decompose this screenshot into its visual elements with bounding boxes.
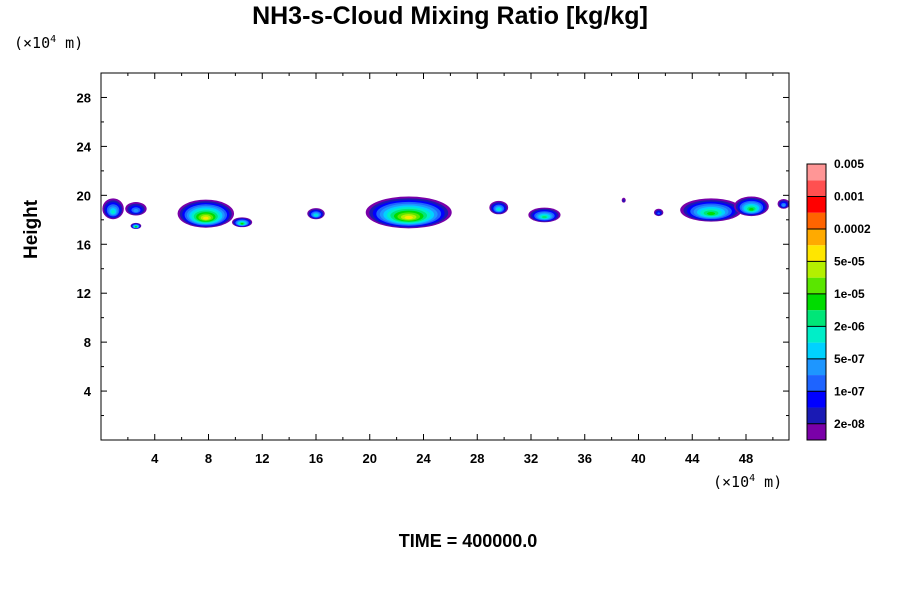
x-tick-label-44: 44 <box>685 451 700 466</box>
colorbar-swatch-10 <box>807 261 826 278</box>
cloud-13-level-1 <box>622 199 625 202</box>
y-tick-label-28: 28 <box>77 90 91 105</box>
x-tick-label-8: 8 <box>205 451 212 466</box>
x-tick-label-40: 40 <box>631 451 645 466</box>
cloud-9-level-3 <box>657 212 660 215</box>
cloud-10 <box>680 198 742 222</box>
colorbar-swatch-15 <box>807 180 826 197</box>
colorbar-swatch-0 <box>807 423 826 440</box>
cloud-11 <box>733 196 769 217</box>
cloud-6 <box>365 196 452 229</box>
cloud-6-level-11 <box>404 215 413 220</box>
cloud-11-level-8 <box>749 208 754 211</box>
x-tick-label-28: 28 <box>470 451 484 466</box>
cloud-2-level-8 <box>135 226 137 228</box>
cloud-9 <box>653 208 664 217</box>
colorbar-label-2: 5e-07 <box>834 352 865 366</box>
colorbar-swatch-11 <box>807 245 826 262</box>
cloud-12 <box>777 199 789 209</box>
colorbar-swatch-8 <box>807 293 826 311</box>
y-unit-exponent: 4 <box>50 34 57 45</box>
colorbar-label-0: 2e-08 <box>834 417 865 431</box>
colorbar-label-8: 0.005 <box>834 157 864 171</box>
colorbar-swatch-6 <box>807 326 826 343</box>
colorbar-swatch-4 <box>807 358 826 376</box>
cloud-8 <box>528 207 561 223</box>
x-unit-exponent: 4 <box>749 473 756 484</box>
x-unit-prefix: (×10 <box>713 473 750 491</box>
y-tick-label-12: 12 <box>77 286 91 301</box>
cloud-8-level-7 <box>542 216 547 219</box>
x-tick-label-12: 12 <box>255 451 269 466</box>
colorbar-swatch-13 <box>807 212 826 229</box>
cloud-0-level-6 <box>111 210 115 214</box>
colorbar-swatch-16 <box>807 164 826 181</box>
colorbar-label-7: 0.001 <box>834 189 864 203</box>
cloud-10-level-8 <box>707 212 716 216</box>
cloud-13 <box>621 197 626 203</box>
y-tick-label-20: 20 <box>77 188 91 203</box>
x-tick-label-20: 20 <box>363 451 377 466</box>
y-unit-prefix: (×10 <box>14 34 51 52</box>
x-unit-suffix: m) <box>755 473 783 491</box>
cloud-5-level-6 <box>314 214 318 217</box>
cloud-1-level-4 <box>133 209 139 213</box>
cloud-4 <box>232 217 253 228</box>
chart-title: NH3-s-Cloud Mixing Ratio [kg/kg] <box>252 2 648 30</box>
cloud-5 <box>307 208 325 220</box>
cloud-1 <box>125 202 147 216</box>
colorbar-swatch-1 <box>807 407 826 424</box>
colorbar-swatch-2 <box>807 391 826 408</box>
x-tick-label-24: 24 <box>416 451 431 466</box>
colorbar-swatch-12 <box>807 228 826 246</box>
cloud-7 <box>489 200 509 215</box>
cloud-2 <box>130 222 142 229</box>
colorbar-swatch-7 <box>807 310 826 327</box>
x-tick-label-48: 48 <box>739 451 753 466</box>
x-tick-label-36: 36 <box>578 451 592 466</box>
plot-frame <box>100 72 790 441</box>
colorbar-swatch-14 <box>807 196 826 213</box>
cloud-3-level-11 <box>203 216 209 220</box>
colorbar-label-6: 0.0002 <box>834 222 871 236</box>
y-tick-label-8: 8 <box>84 335 91 350</box>
y-tick-label-16: 16 <box>77 237 91 252</box>
cloud-12-level-4 <box>782 204 786 207</box>
colorbar-label-5: 5e-05 <box>834 254 865 268</box>
x-tick-label-4: 4 <box>151 451 159 466</box>
x-tick-label-16: 16 <box>309 451 323 466</box>
x-tick-label-32: 32 <box>524 451 538 466</box>
time-label: TIME = 400000.0 <box>398 531 538 551</box>
colorbar: 2e-08 1e-07 5e-07 2e-06 1e-05 5e-05 0.0002 0.00… <box>806 157 871 441</box>
y-axis-unit: (×104 m) <box>14 34 83 52</box>
cloud-4-level-8 <box>240 222 244 225</box>
colorbar-swatch-5 <box>807 342 826 359</box>
colorbar-label-4: 1e-05 <box>834 287 865 301</box>
cloud-3 <box>177 199 235 228</box>
x-axis-unit: (×104 m) <box>713 473 782 491</box>
cloud-7-level-6 <box>497 208 501 211</box>
colorbar-swatch-3 <box>807 375 826 392</box>
colorbar-swatch-9 <box>807 277 826 294</box>
colorbar-label-1: 1e-07 <box>834 384 865 398</box>
y-tick-label-4: 4 <box>84 384 92 399</box>
y-tick-label-24: 24 <box>77 139 92 154</box>
cloud-field-layer <box>102 196 789 229</box>
cloud-0 <box>102 198 124 220</box>
y-unit-suffix: m) <box>56 34 84 52</box>
colorbar-label-3: 2e-06 <box>834 319 865 333</box>
